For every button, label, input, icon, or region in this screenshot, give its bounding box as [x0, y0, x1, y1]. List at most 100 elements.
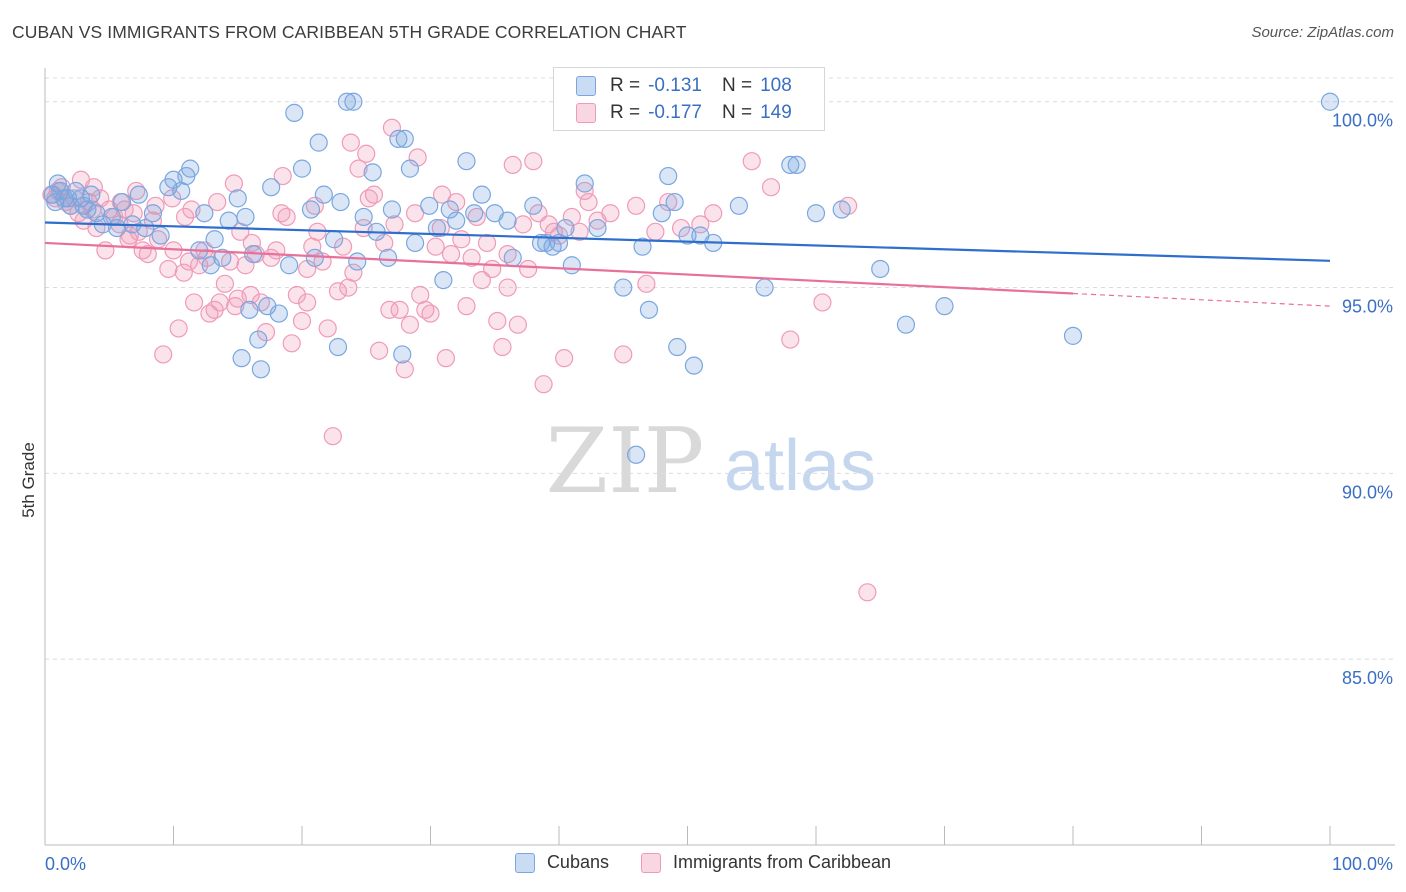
cubans-point	[1320, 92, 1340, 111]
caribbean-point	[508, 315, 527, 334]
cubans-point	[393, 345, 412, 364]
caribbean-point	[318, 319, 337, 338]
caribbean-point	[146, 196, 165, 215]
cubans-point	[151, 226, 170, 245]
caribbean-point	[390, 300, 409, 319]
cubans-point	[249, 330, 268, 349]
cubans-point	[129, 185, 148, 204]
cubans-point	[205, 230, 224, 249]
caribbean-point	[138, 245, 157, 264]
cubans-point	[465, 204, 484, 223]
caribbean-trend-line-dashed	[1072, 292, 1331, 307]
caribbean-r-value: -0.177	[648, 102, 702, 123]
cubans-point	[395, 129, 414, 148]
caribbean-point	[228, 289, 247, 308]
caribbean-point	[519, 259, 538, 279]
caribbean-point	[208, 192, 227, 212]
n-label: N =	[721, 102, 753, 123]
caribbean-point	[215, 274, 234, 293]
cubans-point	[787, 155, 806, 175]
chart-title: CUBAN VS IMMIGRANTS FROM CARIBBEAN 5TH G…	[12, 22, 687, 42]
caribbean-point	[298, 293, 317, 312]
caribbean-point	[614, 345, 633, 364]
caribbean-point	[659, 192, 678, 212]
caribbean-point	[462, 248, 481, 267]
cubans-point	[269, 304, 288, 323]
cubans-point	[262, 178, 281, 197]
caribbean-point	[344, 263, 363, 282]
caribbean-point	[432, 185, 452, 204]
cubans-point	[389, 129, 408, 148]
caribbean-point	[267, 241, 286, 260]
cubans-point	[524, 196, 543, 215]
caribbean-point	[405, 204, 425, 223]
cubans-point	[251, 360, 270, 379]
cubans-point	[107, 218, 127, 238]
caribbean-point	[441, 245, 461, 264]
caribbean-point	[154, 345, 173, 364]
cubans-point	[232, 349, 251, 368]
cubans-point	[405, 233, 425, 253]
caribbean-point	[524, 152, 543, 171]
cubans-point	[755, 278, 774, 297]
caribbean-point	[226, 297, 245, 316]
caribbean-point	[380, 300, 399, 319]
cubans-point	[236, 207, 255, 227]
cubans-point	[457, 152, 476, 171]
cubans-legend-swatch	[514, 852, 535, 873]
cubans-point	[503, 248, 522, 267]
cubans-point	[59, 189, 78, 208]
caribbean-point	[159, 259, 178, 279]
cubans-point	[78, 200, 97, 219]
y-tick-label: 95.0%	[1342, 297, 1393, 317]
caribbean-point	[671, 218, 691, 238]
r-label: R =	[610, 102, 641, 123]
cubans-point	[328, 337, 348, 357]
caribbean-point	[273, 166, 292, 186]
cubans-point	[136, 218, 155, 238]
cubans-point	[781, 155, 800, 175]
legend-item-cubans[interactable]: Cubans	[514, 852, 609, 873]
caribbean-point	[282, 334, 301, 353]
cubans-point	[195, 204, 214, 223]
caribbean-point	[431, 218, 450, 238]
cubans-legend-label: Cubans	[546, 852, 609, 872]
cubans-point	[219, 211, 238, 230]
cubans-point	[427, 218, 447, 238]
caribbean-point	[493, 337, 512, 357]
cubans-n-value: 108	[760, 75, 792, 96]
cubans-point	[400, 159, 420, 178]
cubans-point	[82, 185, 101, 204]
watermark-zip: ZIP	[546, 409, 705, 514]
cubans-point	[305, 248, 324, 267]
caribbean-point	[71, 170, 91, 189]
cubans-point	[633, 237, 652, 256]
cubans-point	[240, 300, 259, 319]
cubans-point	[684, 356, 704, 375]
caribbean-point	[637, 274, 656, 293]
caribbean-point	[457, 297, 476, 316]
cubans-r-value: -0.131	[648, 75, 702, 96]
caribbean-point	[277, 207, 296, 227]
caribbean-point	[357, 144, 376, 163]
caribbean-point	[426, 237, 445, 256]
caribbean-point	[626, 196, 646, 215]
cubans-swatch	[576, 76, 596, 96]
x-tick-label: 100.0%	[1332, 854, 1393, 874]
caribbean-point	[858, 583, 877, 602]
caribbean-point	[761, 178, 781, 197]
cubans-point	[434, 271, 453, 290]
cubans-point	[588, 218, 607, 238]
cubans-point	[143, 204, 163, 223]
cubans-point	[213, 248, 232, 267]
caribbean-point	[96, 241, 115, 260]
cubans-point	[871, 259, 890, 279]
caribbean-point	[575, 181, 594, 201]
legend-item-caribbean[interactable]: Immigrants from Caribbean	[640, 852, 891, 873]
caribbean-point	[601, 204, 620, 223]
y-tick-label: 100.0%	[1332, 111, 1393, 131]
caribbean-point	[742, 152, 761, 171]
caribbean-point	[704, 204, 723, 223]
cubans-point	[348, 252, 367, 271]
caribbean-point	[646, 222, 665, 241]
